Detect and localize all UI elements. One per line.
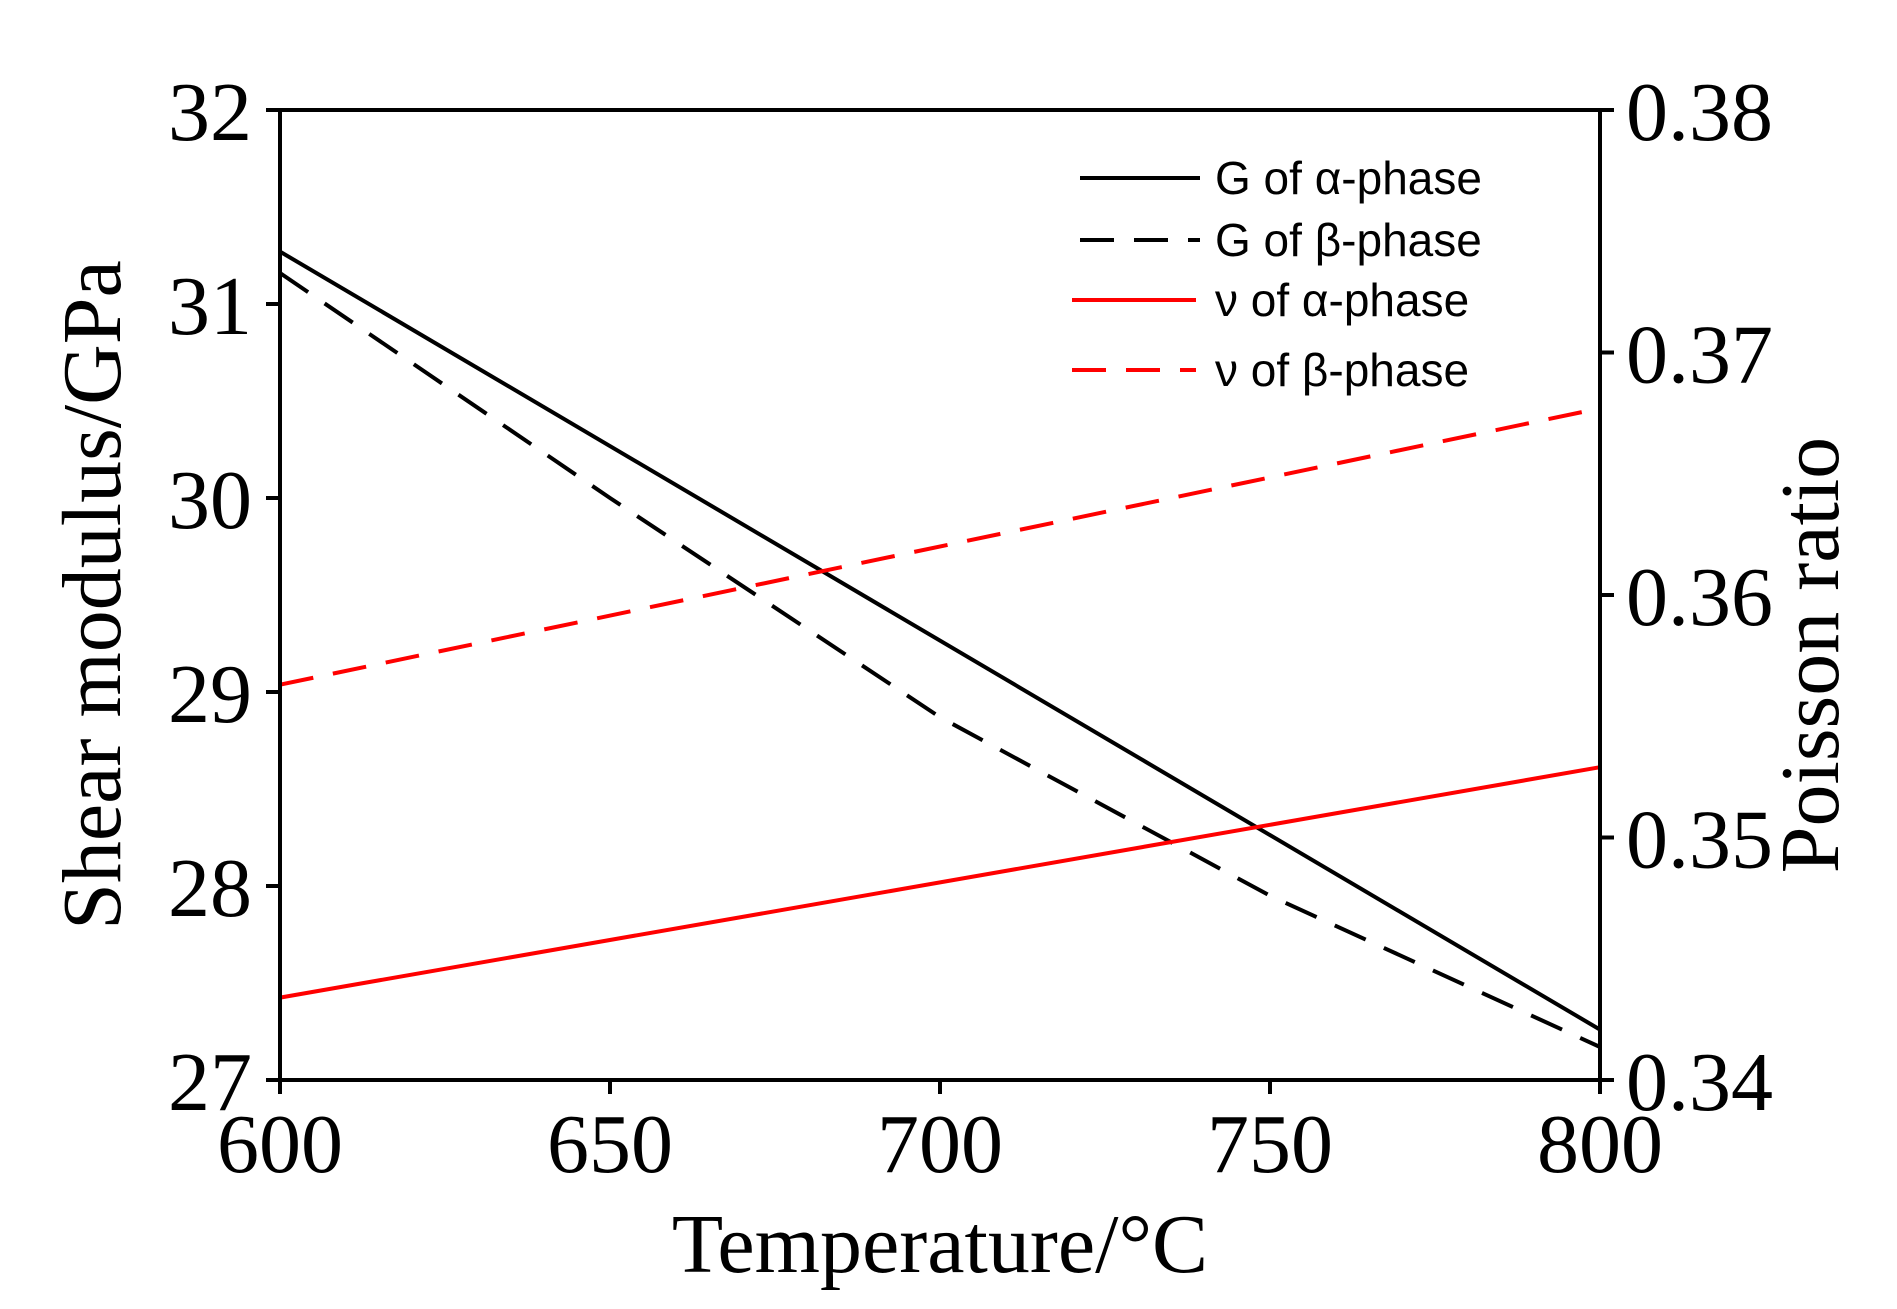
ticks-layer: 600 650 700 750 800 27 28 29 30 31 32 0.34 0.35 0.36 0… xyxy=(168,66,1773,1191)
legend-label-nu-beta: ν of β-phase xyxy=(1215,344,1469,396)
y-left-tick-label: 29 xyxy=(168,648,252,741)
y-left-tick-label: 27 xyxy=(168,1036,252,1129)
y-right-tick-label: 0.37 xyxy=(1626,309,1773,402)
series-line-4 xyxy=(279,406,1601,687)
y-left-tick-label: 32 xyxy=(168,66,252,159)
series-line-3 xyxy=(279,765,1601,1000)
y-left-tick-label: 30 xyxy=(168,454,252,547)
legend-label-nu-alpha: ν of α-phase xyxy=(1215,274,1469,326)
x-tick-label: 750 xyxy=(1207,1098,1333,1191)
y-right-tick-label: 0.34 xyxy=(1626,1036,1773,1129)
y-axis-right-title: Poisson ratio xyxy=(1764,437,1857,873)
x-tick-label: 800 xyxy=(1537,1098,1663,1191)
y-right-tick-label: 0.35 xyxy=(1626,794,1773,887)
x-axis-title: Temperature/°C xyxy=(672,1198,1208,1291)
legend: G of α-phase G of β-phase ν of α-phase ν… xyxy=(1072,152,1482,396)
y-right-tick-label: 0.36 xyxy=(1626,551,1773,644)
x-tick-label: 650 xyxy=(547,1098,673,1191)
legend-label-g-beta: G of β-phase xyxy=(1215,214,1482,266)
y-right-tick-label: 0.38 xyxy=(1626,66,1773,159)
x-tick-label: 600 xyxy=(217,1098,343,1191)
x-tick-label: 700 xyxy=(877,1098,1003,1191)
legend-label-g-alpha: G of α-phase xyxy=(1215,152,1482,204)
y-left-tick-label: 31 xyxy=(168,260,252,353)
y-axis-left-title: Shear modulus/GPa xyxy=(46,260,139,930)
y-left-tick-label: 28 xyxy=(168,842,252,935)
series-line-1 xyxy=(278,249,1602,1032)
series-layer xyxy=(278,249,1602,1049)
